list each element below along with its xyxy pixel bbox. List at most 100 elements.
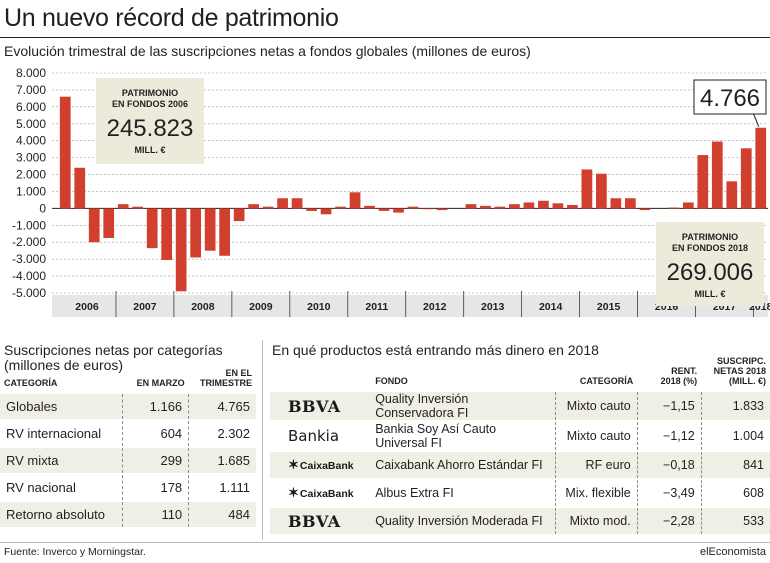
cell-trimestre: 1.111 <box>188 473 256 501</box>
bar <box>248 204 259 209</box>
bar <box>59 96 71 209</box>
col-header-trimestre: EN EL TRIMESTRE <box>188 368 256 394</box>
cell-categoria: RV mixta <box>0 446 123 474</box>
bar <box>219 208 230 256</box>
bar <box>755 127 767 209</box>
bar <box>697 155 709 209</box>
x-tick-label: 2006 <box>75 301 99 313</box>
cell-marzo: 110 <box>122 500 189 527</box>
bar <box>422 208 433 210</box>
col-header-rent: RENT. 2018 (%) <box>637 356 702 392</box>
bar <box>465 204 477 209</box>
bbva-logo: BBVA <box>288 396 341 416</box>
bar <box>262 206 274 209</box>
x-tick-label: 2008 <box>191 301 215 313</box>
bar <box>393 208 404 213</box>
col-header-categoria: CATEGORÍA <box>0 368 123 394</box>
callout-box <box>96 78 204 164</box>
bar <box>146 208 158 249</box>
categories-table: CATEGORÍA EN MARZO EN EL TRIMESTRE Globa… <box>0 368 256 527</box>
callout-box <box>656 222 764 306</box>
table-row: ✶CaixaBank Albus Extra FI Mix. flexible −3,… <box>270 478 770 507</box>
bar <box>74 167 86 209</box>
bar <box>291 198 303 209</box>
table-row: BBVA Quality Inversión Conservadora FI Mix… <box>270 390 770 421</box>
products-table: FONDO CATEGORÍA RENT. 2018 (%) SUSCRIPC.… <box>270 356 770 534</box>
caixabank-logo: ✶CaixaBank <box>288 485 354 500</box>
col-header-rent-line1: RENT. <box>671 366 698 376</box>
table-row: RV internacional 604 2.302 <box>0 419 256 447</box>
logo-text: CaixaBank <box>299 460 354 472</box>
x-tick-label: 2007 <box>133 301 157 313</box>
products-table-body: BBVA Quality Inversión Conservadora FI Mix… <box>270 390 770 534</box>
bar <box>523 202 535 209</box>
cell-susc: 841 <box>700 450 770 479</box>
bar <box>204 208 216 251</box>
bar <box>320 208 332 215</box>
y-tick-label: 1.000 <box>16 184 46 198</box>
page-title: Un nuevo récord de patrimonio <box>4 4 339 32</box>
callout-unit: MILL. € <box>135 145 166 155</box>
cell-susc: 608 <box>700 478 770 507</box>
bar <box>132 206 144 209</box>
caixabank-star-icon: ✶ <box>288 457 299 472</box>
highlight-box <box>693 79 767 115</box>
cell-marzo: 1.166 <box>122 392 189 420</box>
col-header-marzo: EN MARZO <box>122 368 189 394</box>
col-header-trimestre-line2: TRIMESTRE <box>199 378 252 388</box>
bar <box>711 141 723 209</box>
caixabank-star-icon: ✶ <box>288 485 299 500</box>
products-header-row: FONDO CATEGORÍA RENT. 2018 (%) SUSCRIPC.… <box>270 356 770 392</box>
bank-logo-cell: BBVA <box>270 390 368 421</box>
cell-fondo: Quality Inversión Conservadora FI <box>367 390 556 421</box>
table-row: ✶CaixaBank Caixabank Ahorro Estándar FI RF… <box>270 450 770 479</box>
x-tick-label: 2014 <box>539 301 563 313</box>
cell-categoria: Globales <box>0 392 123 420</box>
cell-categoria: RV internacional <box>0 419 123 447</box>
col-header-susc-line1: SUSCRIPC. <box>716 356 766 366</box>
bank-logo-cell: ✶CaixaBank <box>270 450 368 479</box>
bar <box>509 204 520 209</box>
bar <box>378 208 390 211</box>
title-divider <box>0 37 770 38</box>
cell-marzo: 178 <box>122 473 189 501</box>
footer-divider <box>0 542 770 543</box>
y-tick-label: 8.000 <box>16 66 46 80</box>
y-tick-label: 5.000 <box>16 117 46 131</box>
highlight-value-label: 4.766 <box>700 85 760 112</box>
bbva-logo: BBVA <box>288 511 341 531</box>
bar <box>668 207 680 209</box>
bar <box>567 205 578 209</box>
bar <box>639 208 651 211</box>
table-row: BBVA Quality Inversión Moderada FI Mixto m… <box>270 506 770 534</box>
y-tick-label: -5.000 <box>12 286 46 300</box>
callout-value: 245.823 <box>107 115 194 142</box>
col-header-susc-line3: (MILL. €) <box>729 376 766 386</box>
cell-categoria: Mixto cauto <box>554 420 638 451</box>
cell-trimestre: 2.302 <box>188 419 256 447</box>
bar <box>175 208 187 292</box>
table-row: RV nacional 178 1.111 <box>0 473 256 501</box>
cell-fondo: Caixabank Ahorro Estándar FI <box>367 450 556 479</box>
x-axis-band <box>52 295 768 317</box>
y-tick-label: 6.000 <box>16 100 46 114</box>
bar <box>494 206 506 209</box>
col-header-fondo: FONDO <box>367 356 556 392</box>
bar <box>103 208 115 238</box>
categories-table-body: Globales 1.166 4.765 RV internacional 604 2.3… <box>0 392 256 527</box>
x-tick-label: 2011 <box>365 301 388 313</box>
bar <box>349 192 361 209</box>
bar <box>161 208 173 260</box>
publisher-logo: elEconomista <box>699 546 766 558</box>
x-tick-label: 2013 <box>481 301 505 313</box>
cell-fondo: Bankia Soy Así Cauto Universal FI <box>367 420 556 451</box>
bar <box>610 198 622 209</box>
bank-logo-cell: ✶CaixaBank <box>270 478 368 507</box>
cell-categoria: Mixto cauto <box>554 390 638 421</box>
cell-categoria: Mixto mod. <box>554 506 638 534</box>
bar <box>117 204 129 209</box>
table-row: Bankia Bankia Soy Así Cauto Universal FI M… <box>270 420 770 451</box>
x-tick-label: 2015 <box>597 301 621 313</box>
cell-susc: 533 <box>700 506 770 534</box>
callout-line2: EN FONDOS 2006 <box>112 99 188 109</box>
